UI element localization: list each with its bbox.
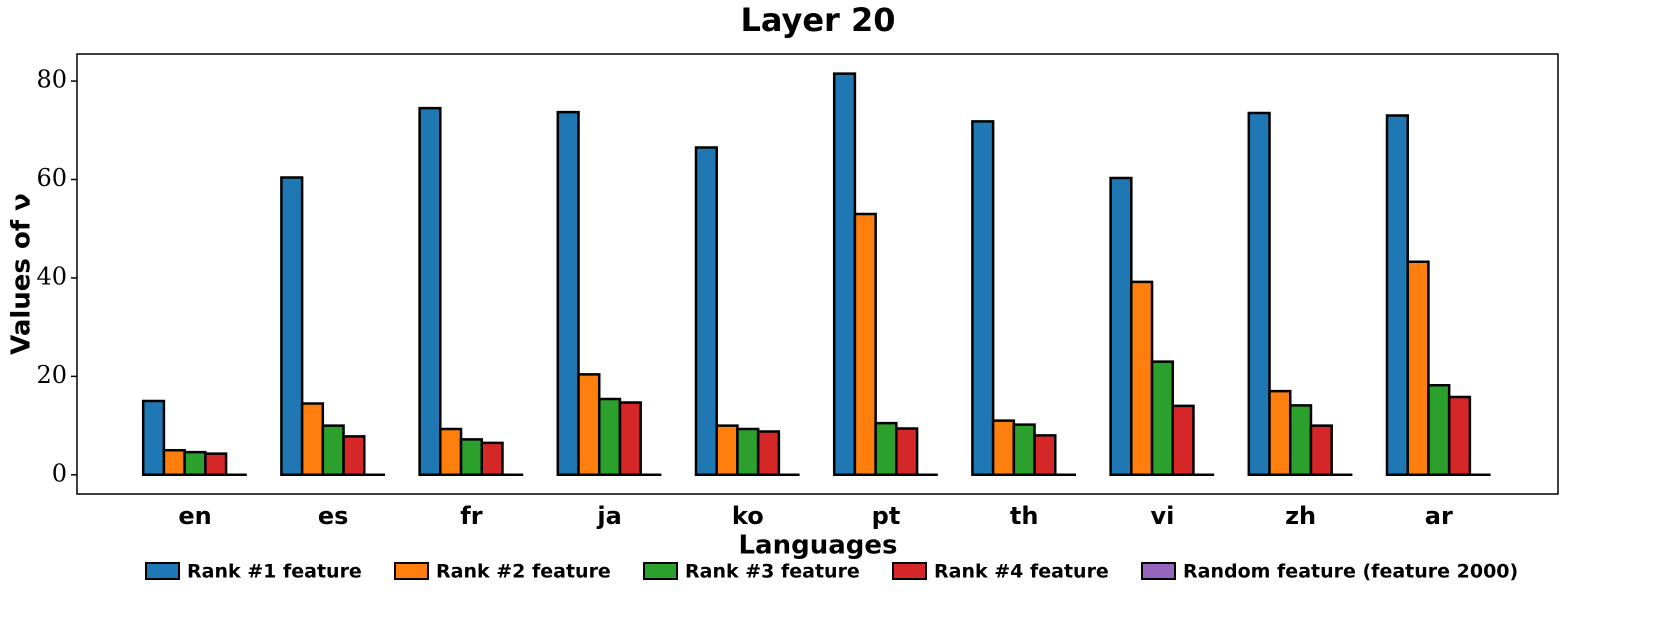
x-tick-label: fr	[460, 502, 482, 530]
chart-title: Layer 20	[740, 1, 895, 39]
bar	[1406, 260, 1430, 477]
legend-label: Rank #4 feature	[934, 561, 1109, 583]
bar	[480, 441, 504, 477]
bar	[204, 452, 228, 477]
x-tick-label: vi	[1150, 502, 1174, 530]
bar	[618, 401, 642, 477]
bar	[300, 402, 325, 477]
x-tick-label: ar	[1425, 502, 1453, 530]
x-tick-label: zh	[1285, 502, 1316, 530]
y-tick-label: 60	[36, 164, 67, 192]
bar	[1150, 360, 1175, 477]
bar	[694, 146, 718, 477]
bar	[1309, 424, 1333, 477]
bar	[715, 424, 739, 477]
x-axis-label: Languages	[738, 531, 897, 561]
legend-swatch	[1141, 562, 1176, 580]
bar	[736, 427, 760, 477]
bar	[1012, 423, 1036, 477]
legend-label: Rank #1 feature	[187, 561, 362, 583]
bar	[597, 397, 622, 477]
y-tick-label: 20	[36, 361, 67, 389]
bar	[1247, 111, 1271, 477]
y-tick-label: 0	[52, 459, 67, 487]
bar	[1268, 389, 1292, 477]
x-tick-label: pt	[872, 502, 901, 530]
bar	[853, 212, 877, 477]
legend-label: Random feature (feature 2000)	[1183, 561, 1518, 583]
bar	[971, 120, 995, 477]
bar	[1427, 383, 1451, 477]
bar	[162, 448, 186, 477]
bar	[874, 421, 898, 477]
legend-swatch	[394, 562, 429, 580]
bar	[991, 419, 1016, 477]
bar	[756, 430, 781, 477]
legend-label: Rank #2 feature	[436, 561, 611, 583]
bar	[418, 106, 442, 477]
x-tick-label: es	[318, 502, 349, 530]
y-axis-label: Values of ν	[7, 193, 37, 355]
bar	[183, 450, 207, 477]
bar	[556, 110, 580, 477]
bar	[895, 427, 919, 477]
bar	[1171, 404, 1195, 477]
legend-label: Rank #3 feature	[685, 561, 860, 583]
legend-swatch	[643, 562, 678, 580]
bar	[577, 373, 601, 477]
bar	[1033, 434, 1057, 477]
legend-swatch	[145, 562, 180, 580]
plot-frame	[76, 53, 1559, 495]
x-tick-label: ko	[732, 502, 764, 530]
bar	[459, 438, 484, 477]
bar	[321, 424, 345, 477]
y-tick-label: 80	[36, 66, 67, 94]
bar	[1385, 114, 1409, 477]
bar	[1130, 280, 1154, 477]
bar	[280, 176, 304, 477]
bar	[141, 399, 166, 477]
bar	[1288, 404, 1313, 477]
bar	[342, 435, 366, 477]
legend-swatch	[892, 562, 927, 580]
bar	[439, 427, 463, 477]
bar	[1447, 395, 1472, 477]
y-tick-label: 40	[36, 262, 67, 290]
bar	[1109, 176, 1133, 477]
x-tick-label: ja	[596, 502, 621, 530]
x-tick-label: en	[178, 502, 211, 530]
x-tick-label: th	[1010, 502, 1039, 530]
bar	[832, 72, 857, 477]
